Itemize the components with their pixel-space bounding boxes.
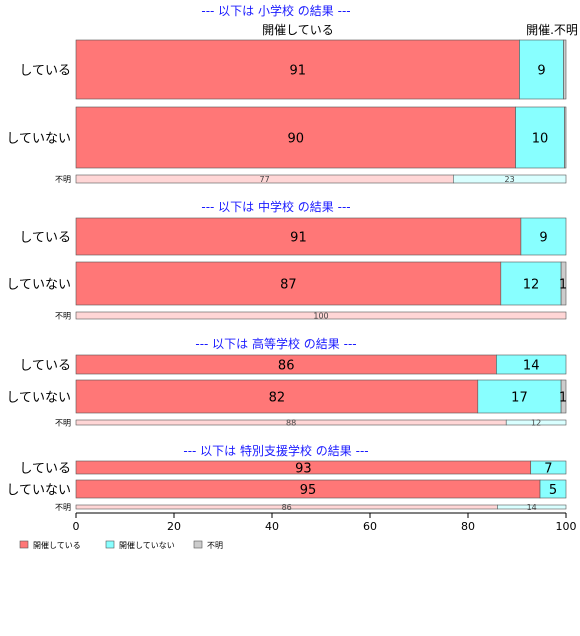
data-label: 91 [290, 231, 307, 246]
x-tick-label: 80 [461, 520, 475, 533]
data-label: 90 [287, 132, 304, 147]
x-tick-label: 40 [265, 520, 279, 533]
row-label: 不明 [55, 312, 71, 321]
data-label: 82 [269, 391, 286, 406]
legend-swatch [193, 540, 203, 549]
data-label: 87 [280, 278, 297, 293]
data-label: 95 [300, 483, 317, 498]
row-label: していない [6, 132, 71, 147]
row-label: 不明 [55, 503, 71, 512]
bar-segment [75, 106, 516, 169]
bar-segment [477, 379, 562, 414]
data-label: 9 [539, 231, 547, 246]
data-label: 100 [313, 312, 328, 321]
bar-segment [496, 354, 567, 375]
section-title: --- 以下は 中学校 の結果 --- [201, 199, 350, 214]
bar-segment [560, 261, 567, 306]
x-tick-label: 20 [167, 520, 181, 533]
data-label: 1 [559, 391, 567, 406]
legend-label: 開催していない [119, 540, 175, 550]
data-label: 1 [559, 278, 567, 293]
bar-segment [563, 39, 567, 100]
row-label: している [19, 462, 71, 477]
bar-segment [452, 174, 567, 184]
section-title: --- 以下は 小学校 の結果 --- [201, 3, 350, 18]
data-label: 86 [282, 503, 292, 512]
data-label: 23 [505, 175, 515, 184]
bar-segment [560, 379, 567, 414]
data-label: 9 [537, 64, 545, 79]
legend-swatch [105, 540, 115, 549]
data-label: 12 [523, 278, 540, 293]
bar-segment [75, 311, 567, 320]
column-header-held: 開催している [262, 23, 334, 37]
legend-label: 不明 [207, 541, 223, 550]
bar-segment [539, 479, 567, 499]
data-label: 14 [527, 503, 537, 512]
bar-segment [75, 261, 502, 306]
bar-segment [530, 460, 567, 475]
bar-segment [497, 504, 567, 510]
legend-swatch [19, 540, 29, 549]
data-label: 91 [289, 64, 306, 79]
section-title: --- 以下は 高等学校 の結果 --- [195, 336, 356, 351]
bar-segment [75, 39, 520, 100]
column-header-notheld-unknown: 開催.不明 [526, 23, 578, 37]
data-label: 7 [544, 462, 552, 477]
x-tick-label: 0 [73, 520, 80, 533]
data-label: 86 [278, 359, 295, 374]
data-label: 12 [531, 419, 541, 428]
row-label: していない [6, 278, 71, 293]
row-label: している [19, 231, 71, 246]
bar-segment [564, 106, 567, 169]
bar-segment [520, 217, 567, 256]
row-label: している [19, 64, 71, 79]
legend-label: 開催している [33, 540, 81, 550]
bar-segment [75, 217, 522, 256]
row-label: していない [6, 483, 71, 498]
data-label: 14 [523, 359, 540, 374]
data-label: 77 [260, 175, 270, 184]
bar-segment [505, 419, 567, 426]
data-label: 88 [286, 419, 296, 428]
data-label: 10 [532, 132, 549, 147]
bar-segment [75, 379, 479, 414]
data-label: 5 [549, 483, 557, 498]
bar-segment [515, 106, 565, 169]
x-tick-label: 100 [556, 520, 577, 533]
row-label: 不明 [55, 175, 71, 184]
section-title: --- 以下は 特別支援学校 の結果 --- [183, 443, 368, 458]
row-label: している [19, 359, 71, 374]
data-label: 17 [511, 391, 528, 406]
x-tick-label: 60 [363, 520, 377, 533]
bar-segment [519, 39, 564, 100]
row-label: していない [6, 391, 71, 406]
row-label: 不明 [55, 419, 71, 428]
bar-segment [500, 261, 562, 306]
data-label: 93 [295, 462, 312, 477]
